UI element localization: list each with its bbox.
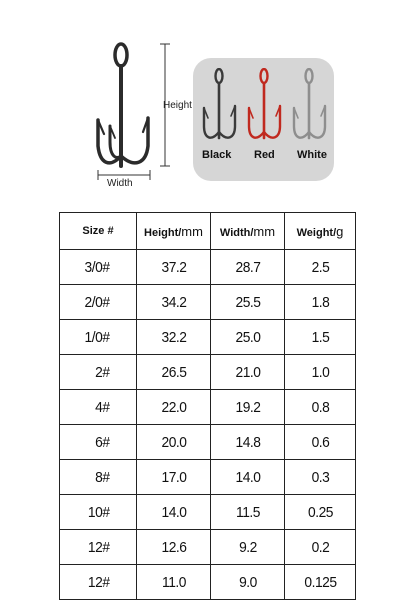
size-cell: 10#	[62, 494, 134, 530]
white-hook-image	[292, 68, 327, 140]
table-row: 8# 17.0 14.0 0.3	[60, 459, 356, 495]
table-row: 6# 20.0 14.8 0.6	[60, 424, 356, 460]
width-cell: 14.0	[212, 459, 282, 495]
height-cell: 14.0	[138, 494, 209, 530]
weight-cell: 1.5	[286, 319, 354, 355]
black-hook-image	[202, 68, 237, 140]
variant-label-black: Black	[202, 149, 232, 161]
size-cell: 6#	[62, 424, 134, 460]
width-cell: 11.5	[212, 494, 282, 530]
red-hook-image	[247, 68, 282, 140]
height-cell: 17.0	[138, 459, 209, 495]
size-cell: 2/0#	[62, 284, 134, 320]
weight-cell: 0.2	[286, 529, 354, 565]
table-body: 3/0# 37.2 28.7 2.5 2/0# 34.2 25.5 1.8 1/0# 32.2 25…	[60, 249, 356, 600]
height-cell: 11.0	[138, 564, 209, 600]
weight-cell: 1.0	[286, 354, 354, 390]
size-chart-table: Size # Height/mm Width/mm Weight/g 3/0# 3…	[59, 212, 356, 600]
hook-eye	[113, 42, 129, 68]
table-row: 12# 12.6 9.2 0.2	[60, 529, 356, 565]
table-row: 4# 22.0 19.2 0.8	[60, 389, 356, 425]
width-label: Width	[107, 178, 133, 189]
weight-cell: 0.6	[286, 424, 354, 460]
table-row: 10# 14.0 11.5 0.25	[60, 494, 356, 530]
height-cell: 22.0	[138, 389, 209, 425]
height-cell: 26.5	[138, 354, 209, 390]
hook-center-prong	[108, 124, 123, 159]
hook-right-prong	[119, 116, 150, 165]
variant-label-white: White	[297, 149, 327, 161]
size-cell: 3/0#	[62, 249, 134, 285]
height-cell: 37.2	[138, 249, 209, 285]
header-height: Height/mm	[136, 212, 211, 250]
header-size: Size #	[59, 212, 137, 250]
width-cell: 9.0	[212, 564, 282, 600]
height-cell: 34.2	[138, 284, 209, 320]
treble-hook-diagram	[96, 42, 170, 180]
width-cell: 19.2	[212, 389, 282, 425]
header-width: Width/mm	[210, 212, 285, 250]
table-row: 2/0# 34.2 25.5 1.8	[60, 284, 356, 320]
size-cell: 4#	[62, 389, 134, 425]
weight-cell: 0.25	[286, 494, 354, 530]
size-cell: 2#	[62, 354, 134, 390]
size-cell: 12#	[62, 564, 134, 600]
size-cell: 12#	[62, 529, 134, 565]
size-cell: 8#	[62, 459, 134, 495]
width-cell: 9.2	[212, 529, 282, 565]
width-cell: 28.7	[212, 249, 282, 285]
table-row: 1/0# 32.2 25.0 1.5	[60, 319, 356, 355]
weight-cell: 1.8	[286, 284, 354, 320]
table-row: 12# 11.0 9.0 0.125	[60, 564, 356, 600]
color-variants-panel: Black Red White	[193, 58, 334, 181]
height-label: Height	[163, 100, 192, 111]
table-header-row: Size # Height/mm Width/mm Weight/g	[59, 212, 356, 250]
table-row: 2# 26.5 21.0 1.0	[60, 354, 356, 390]
width-cell: 14.8	[212, 424, 282, 460]
hook-left-prong	[96, 118, 123, 165]
height-cell: 32.2	[138, 319, 209, 355]
width-cell: 25.0	[212, 319, 282, 355]
height-cell: 12.6	[138, 529, 209, 565]
height-cell: 20.0	[138, 424, 209, 460]
variant-label-red: Red	[254, 149, 275, 161]
width-cell: 21.0	[212, 354, 282, 390]
table-row: 3/0# 37.2 28.7 2.5	[60, 249, 356, 285]
weight-cell: 2.5	[286, 249, 354, 285]
width-cell: 25.5	[212, 284, 282, 320]
weight-cell: 0.8	[286, 389, 354, 425]
weight-cell: 0.125	[286, 564, 354, 600]
header-weight: Weight/g	[284, 212, 356, 250]
weight-cell: 0.3	[286, 459, 354, 495]
size-cell: 1/0#	[62, 319, 134, 355]
